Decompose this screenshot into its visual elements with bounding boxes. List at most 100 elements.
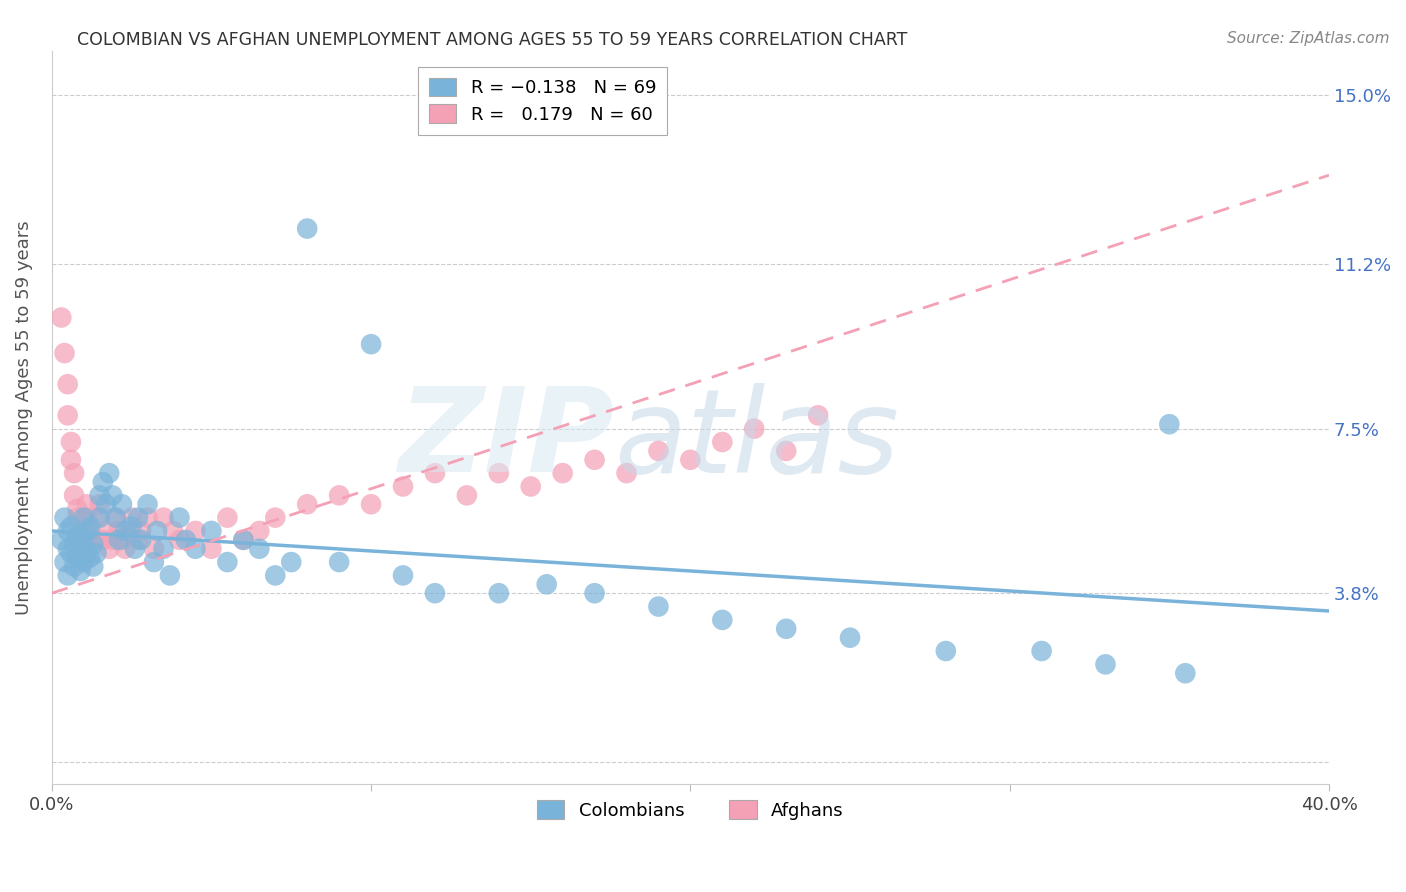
Point bbox=[217, 510, 239, 524]
Point bbox=[66, 510, 89, 524]
Point bbox=[59, 519, 82, 533]
Point bbox=[121, 519, 143, 533]
Point bbox=[583, 586, 606, 600]
Point bbox=[76, 510, 98, 524]
Point bbox=[104, 510, 127, 524]
Point bbox=[328, 555, 350, 569]
Point bbox=[583, 452, 606, 467]
Point bbox=[114, 541, 136, 556]
Point bbox=[63, 559, 86, 574]
Point bbox=[53, 346, 76, 360]
Point bbox=[360, 497, 382, 511]
Point bbox=[111, 533, 134, 547]
Point bbox=[51, 533, 73, 547]
Point bbox=[679, 452, 702, 467]
Point bbox=[232, 533, 254, 547]
Point bbox=[536, 577, 558, 591]
Point bbox=[159, 568, 181, 582]
Point bbox=[104, 510, 127, 524]
Point bbox=[519, 479, 541, 493]
Point bbox=[328, 488, 350, 502]
Point bbox=[82, 559, 104, 574]
Point bbox=[647, 599, 669, 614]
Point bbox=[162, 524, 184, 538]
Point bbox=[295, 221, 318, 235]
Point bbox=[129, 524, 152, 538]
Point bbox=[136, 510, 159, 524]
Point bbox=[169, 510, 191, 524]
Point bbox=[101, 533, 124, 547]
Point bbox=[117, 524, 139, 538]
Point bbox=[775, 622, 797, 636]
Point bbox=[79, 519, 101, 533]
Point bbox=[742, 422, 765, 436]
Text: COLOMBIAN VS AFGHAN UNEMPLOYMENT AMONG AGES 55 TO 59 YEARS CORRELATION CHART: COLOMBIAN VS AFGHAN UNEMPLOYMENT AMONG A… bbox=[77, 31, 908, 49]
Point bbox=[98, 466, 121, 480]
Point bbox=[551, 466, 574, 480]
Point bbox=[98, 541, 121, 556]
Point bbox=[56, 377, 79, 392]
Point bbox=[56, 568, 79, 582]
Point bbox=[59, 546, 82, 560]
Point bbox=[1094, 657, 1116, 672]
Point bbox=[127, 533, 149, 547]
Point bbox=[86, 546, 108, 560]
Point bbox=[69, 533, 91, 547]
Point bbox=[711, 435, 734, 450]
Point bbox=[76, 497, 98, 511]
Y-axis label: Unemployment Among Ages 55 to 59 years: Unemployment Among Ages 55 to 59 years bbox=[15, 220, 32, 615]
Point bbox=[86, 510, 108, 524]
Point bbox=[56, 409, 79, 423]
Point bbox=[59, 435, 82, 450]
Point bbox=[423, 466, 446, 480]
Point bbox=[73, 541, 96, 556]
Point bbox=[66, 501, 89, 516]
Point bbox=[295, 497, 318, 511]
Point bbox=[1031, 644, 1053, 658]
Point bbox=[423, 586, 446, 600]
Point bbox=[392, 479, 415, 493]
Point bbox=[111, 497, 134, 511]
Point bbox=[264, 510, 287, 524]
Point bbox=[247, 524, 270, 538]
Point bbox=[217, 555, 239, 569]
Point bbox=[152, 541, 174, 556]
Point bbox=[91, 533, 114, 547]
Point bbox=[107, 524, 129, 538]
Point bbox=[94, 524, 117, 538]
Point bbox=[127, 510, 149, 524]
Point bbox=[53, 555, 76, 569]
Point bbox=[101, 488, 124, 502]
Point bbox=[79, 550, 101, 565]
Point bbox=[63, 488, 86, 502]
Point bbox=[114, 524, 136, 538]
Point bbox=[488, 586, 510, 600]
Point bbox=[935, 644, 957, 658]
Point bbox=[392, 568, 415, 582]
Point bbox=[647, 444, 669, 458]
Point bbox=[184, 541, 207, 556]
Point bbox=[136, 497, 159, 511]
Point bbox=[264, 568, 287, 582]
Point bbox=[63, 466, 86, 480]
Point bbox=[142, 555, 165, 569]
Point bbox=[91, 475, 114, 489]
Point bbox=[1174, 666, 1197, 681]
Point bbox=[69, 564, 91, 578]
Point bbox=[456, 488, 478, 502]
Text: ZIP: ZIP bbox=[398, 382, 614, 497]
Text: atlas: atlas bbox=[614, 383, 898, 497]
Point bbox=[73, 555, 96, 569]
Point bbox=[94, 497, 117, 511]
Point bbox=[56, 541, 79, 556]
Legend: Colombians, Afghans: Colombians, Afghans bbox=[530, 793, 851, 827]
Point bbox=[69, 541, 91, 556]
Point bbox=[76, 546, 98, 560]
Point bbox=[169, 533, 191, 547]
Point bbox=[76, 524, 98, 538]
Point bbox=[129, 533, 152, 547]
Point bbox=[66, 528, 89, 542]
Point bbox=[247, 541, 270, 556]
Point bbox=[66, 550, 89, 565]
Point bbox=[488, 466, 510, 480]
